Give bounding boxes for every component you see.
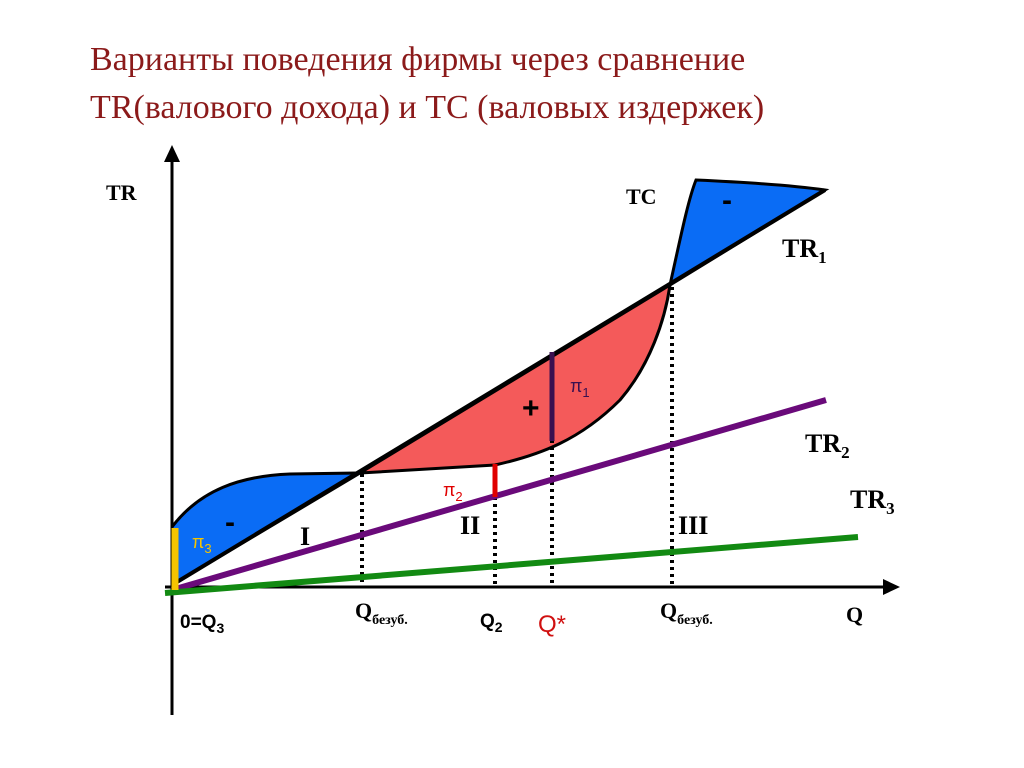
x-mark: Qбезуб. [355, 598, 408, 628]
x-mark: Q* [538, 611, 566, 638]
x-mark: Q2 [480, 611, 503, 635]
title-line: Варианты поведения фирмы через сравнение [90, 41, 745, 78]
origin-label: 0=Q3 [180, 612, 224, 636]
curve-label: TC [626, 184, 657, 209]
arrow [164, 145, 180, 162]
tr1-line [170, 188, 827, 587]
curve-label: TR2 [805, 429, 850, 462]
zone-label: II [460, 511, 480, 540]
profit-label: π1 [570, 376, 590, 400]
title-line: TR(валового дохода) и TC (валовых издерж… [90, 89, 764, 126]
x-mark: Qбезуб. [660, 598, 713, 628]
curve-label: TR1 [782, 234, 827, 267]
tr2-line [171, 397, 827, 593]
axis-label: Q [846, 602, 863, 627]
profit-label: π3 [192, 532, 212, 556]
profit-label: π2 [443, 480, 463, 504]
axis-label: TR [106, 180, 138, 205]
zone-label: I [300, 522, 310, 551]
sign: - [225, 506, 235, 539]
tr3-line [164, 534, 859, 596]
zone-label: III [678, 511, 708, 540]
sign: - [722, 184, 732, 217]
curve-label: TR3 [850, 485, 895, 518]
sign: + [522, 392, 540, 425]
arrow [883, 579, 900, 595]
